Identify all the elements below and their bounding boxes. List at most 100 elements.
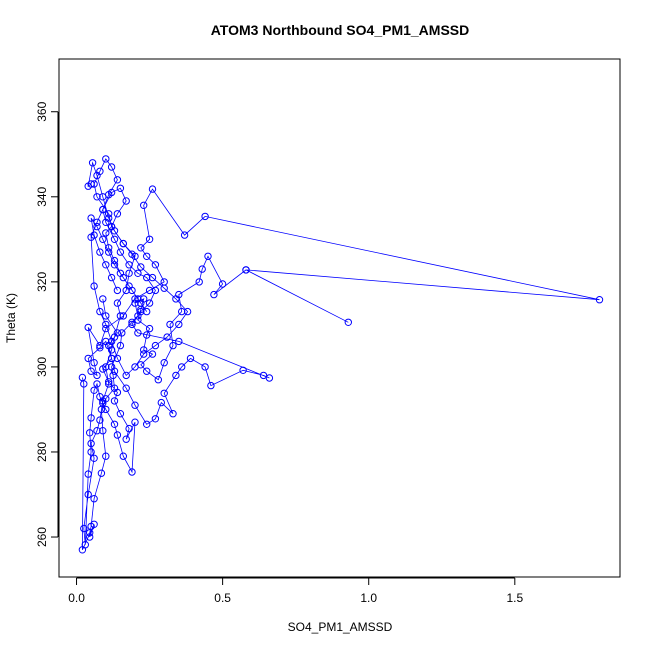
data-point [84,323,92,332]
data-point [116,184,125,193]
data-point [84,182,92,190]
x-tick-label: 1.0 [360,591,377,605]
data-point [131,418,139,426]
data-point [160,284,168,292]
data-point [96,416,104,424]
data-point [93,218,101,227]
data-point [119,273,128,282]
data-point [143,307,151,316]
y-axis-label: Theta (K) [4,293,18,343]
data-point [122,371,130,380]
plot-layer [78,155,604,554]
data-point [80,380,88,388]
data-point [137,299,145,307]
data-point [96,341,104,350]
data-point [113,299,122,307]
data-point [99,235,107,244]
data-point [113,431,122,439]
data-point [265,374,274,382]
y-axis: 260 280 300 320 340 360 [35,101,59,547]
data-point [128,468,136,476]
data-point [157,398,166,407]
data-point [84,354,92,363]
data-point [99,397,107,405]
data-point [102,312,110,320]
data-point [102,363,110,371]
data-point [134,269,142,277]
data-point [125,424,133,433]
data-point [119,452,128,460]
data-point [122,384,130,392]
data-point [86,533,94,541]
data-point [96,344,104,352]
data-point [87,367,95,375]
data-point [93,222,101,231]
x-tick-label: 0.5 [214,591,231,605]
data-point [207,381,215,390]
data-point [137,244,145,252]
data-point [110,235,119,244]
data-point [99,205,107,214]
data-point [110,420,119,428]
series-line [87,161,189,377]
data-point [87,214,95,222]
data-point [178,363,186,371]
x-tick-label: 1.5 [506,591,523,605]
data-point [116,312,125,320]
data-point [116,341,125,350]
data-point [122,197,130,205]
data-point [145,299,154,307]
data-point [99,193,107,201]
data-point [113,354,122,363]
data-point [137,263,145,271]
data-point [218,280,227,288]
data-point [160,389,168,397]
data-point [105,244,113,252]
data-point [105,378,113,386]
data-point [210,290,218,299]
x-axis-label: SO4_PM1_AMSSD [288,620,393,634]
data-point [131,363,139,371]
data-point [201,363,209,371]
data-point [110,261,119,269]
plot-frame [58,58,621,578]
data-point [96,248,104,256]
data-point [201,212,209,221]
data-point [148,273,157,282]
data-point [125,269,133,277]
data-point [107,188,116,197]
data-point [102,155,110,163]
data-point [137,307,145,316]
data-point [175,320,183,329]
data-point [151,415,160,423]
data-point [175,337,183,346]
data-point [102,320,110,329]
data-point [151,286,160,295]
y-tick-label: 260 [35,527,49,547]
data-point [145,235,154,244]
data-point [134,316,142,324]
data-point [102,452,110,460]
data-point [113,388,122,397]
data-point [93,427,101,435]
data-point [90,495,98,503]
data-point [183,307,192,316]
data-point [160,359,168,367]
data-point [169,341,177,350]
data-point [172,295,180,303]
data-point [107,337,116,346]
data-point [90,454,98,462]
data-point [242,266,250,274]
data-point [113,210,122,218]
data-point [105,380,113,388]
data-point [198,265,206,273]
data-point [84,490,92,499]
data-point [128,250,136,258]
data-point [186,354,195,363]
data-point [105,248,113,256]
data-point [97,469,106,477]
y-tick-label: 340 [35,186,49,206]
data-point [102,405,110,414]
data-point [239,366,247,374]
data-point [145,286,154,295]
